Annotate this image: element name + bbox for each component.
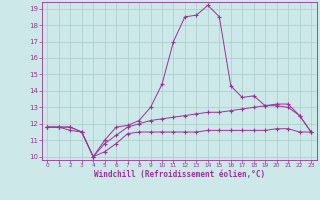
- X-axis label: Windchill (Refroidissement éolien,°C): Windchill (Refroidissement éolien,°C): [94, 170, 265, 179]
